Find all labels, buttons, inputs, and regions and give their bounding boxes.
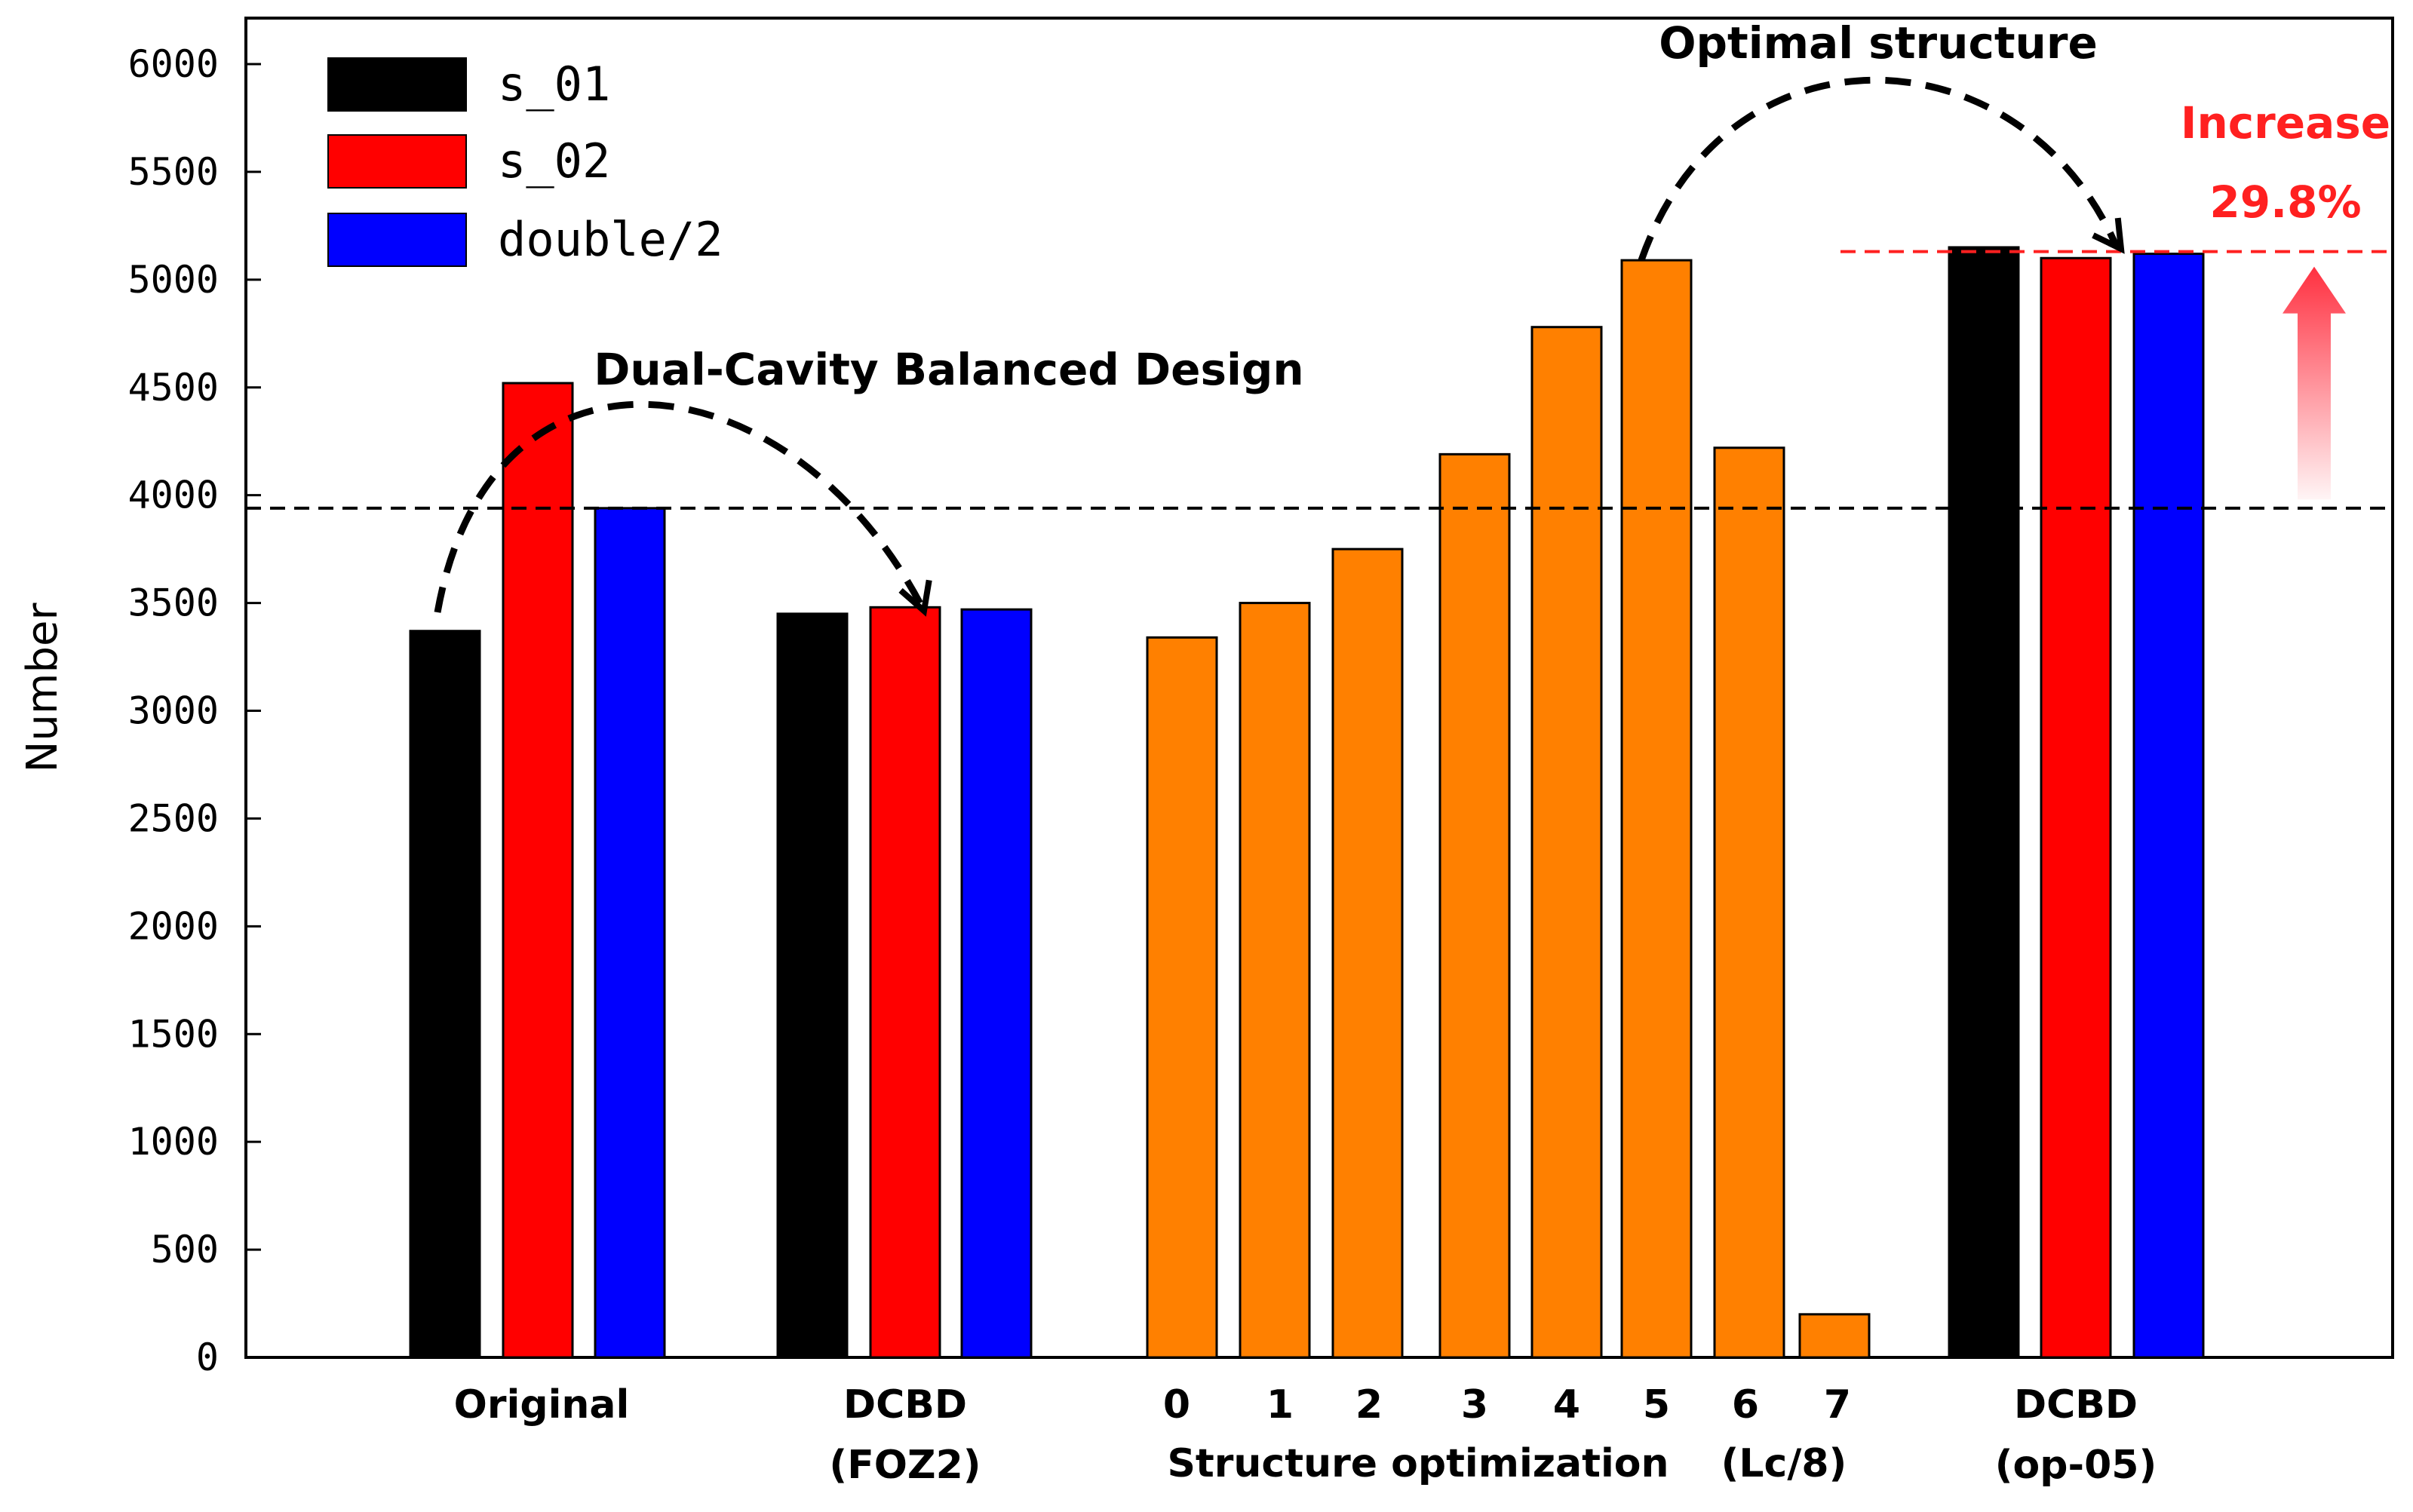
structure-tick-5: 5 [1643,1382,1670,1428]
y-tick-label: 4000 [128,474,219,517]
legend-swatch-1 [327,134,467,189]
group-label-0: Original [454,1382,630,1428]
group-label-1: DCBD [843,1382,967,1428]
y-axis-label: Number [18,603,67,773]
legend-label-2: double/2 [498,212,723,267]
y-tick-label: 5000 [128,258,219,302]
dual-cavity-arrowhead [898,579,932,617]
y-tick-label: 2000 [128,904,219,948]
bar-structure-0 [1146,636,1218,1359]
structure-tick-6: 6 [1732,1382,1759,1428]
group-sublabel-2: (op-05) [1995,1443,2157,1488]
bar-s_02-group-0 [502,382,574,1359]
increase-arrow [2283,266,2346,500]
bar-structure-3 [1438,452,1511,1359]
structure-tick-2: 2 [1355,1382,1383,1428]
optimal-arrowhead [2092,217,2125,254]
annotation-increase-percent: 29.8% [2209,176,2361,228]
group-label-2: DCBD [2014,1382,2138,1428]
structure-tick-4: 4 [1553,1382,1580,1428]
bar-s_01-group-2 [1948,246,2020,1359]
bar-double-2-group-0 [594,507,666,1359]
y-tick-label: 3500 [128,581,219,625]
bar-structure-6 [1713,446,1785,1359]
y-tick-label: 6000 [128,42,219,86]
group-sublabel-1: (FOZ2) [829,1443,981,1488]
bar-structure-2 [1331,547,1404,1359]
annotation-increase: Increase [2181,97,2390,149]
y-tick-label: 3000 [128,689,219,733]
legend-label-1: s_02 [498,133,610,189]
bar-s_02-group-2 [2040,256,2112,1359]
annotation-dual-cavity: Dual-Cavity Balanced Design [594,344,1303,395]
annotation-optimal-structure: Optimal structure [1659,17,2098,69]
bar-s_01-group-0 [409,630,481,1359]
bar-s_02-group-1 [869,606,941,1359]
legend-label-0: s_01 [498,57,610,112]
y-tick-label: 4500 [128,366,219,409]
plot-frame [244,17,2394,1359]
bar-double-2-group-2 [2132,253,2205,1359]
bar-structure-5 [1620,259,1693,1359]
dual-cavity-arc [434,400,927,613]
y-tick-label: 0 [196,1336,219,1379]
structure-optimization-label: Structure optimization [1167,1441,1669,1486]
bar-structure-1 [1239,602,1311,1359]
bar-double-2-group-1 [960,608,1033,1359]
structure-tick-0: 0 [1163,1382,1190,1428]
structure-tick-7: 7 [1824,1382,1851,1428]
y-tick-label: 1000 [128,1120,219,1164]
structure-tick-3: 3 [1461,1382,1488,1428]
y-tick-label: 1500 [128,1012,219,1056]
structure-tick-1: 1 [1266,1382,1294,1428]
legend-swatch-0 [327,57,467,112]
y-tick-label: 500 [151,1228,219,1271]
y-tick-label: 2500 [128,796,219,840]
bar-structure-4 [1530,326,1603,1359]
y-tick-label: 5500 [128,150,219,194]
structure-end-label: (Lc/8) [1721,1441,1847,1486]
bar-structure-7 [1798,1313,1871,1359]
bar-s_01-group-1 [776,612,849,1359]
legend-swatch-2 [327,213,467,267]
optimal-arc [1638,76,2120,262]
